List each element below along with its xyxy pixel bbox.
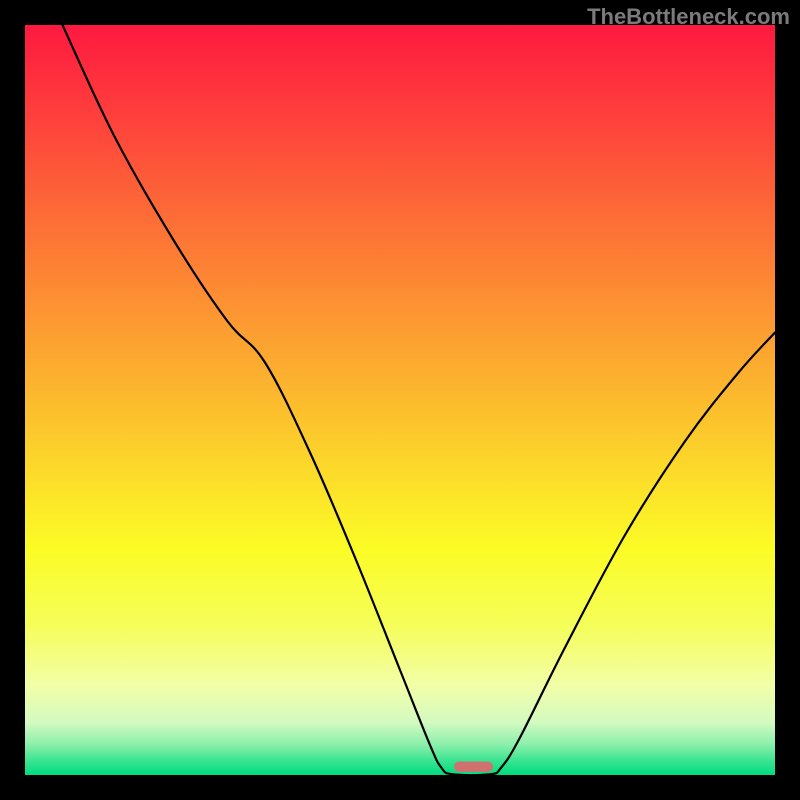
gradient-background — [25, 25, 775, 775]
optimal-marker — [454, 762, 493, 773]
plot-svg — [25, 25, 775, 775]
plot-area — [25, 25, 775, 775]
chart-container: TheBottleneck.com — [0, 0, 800, 800]
